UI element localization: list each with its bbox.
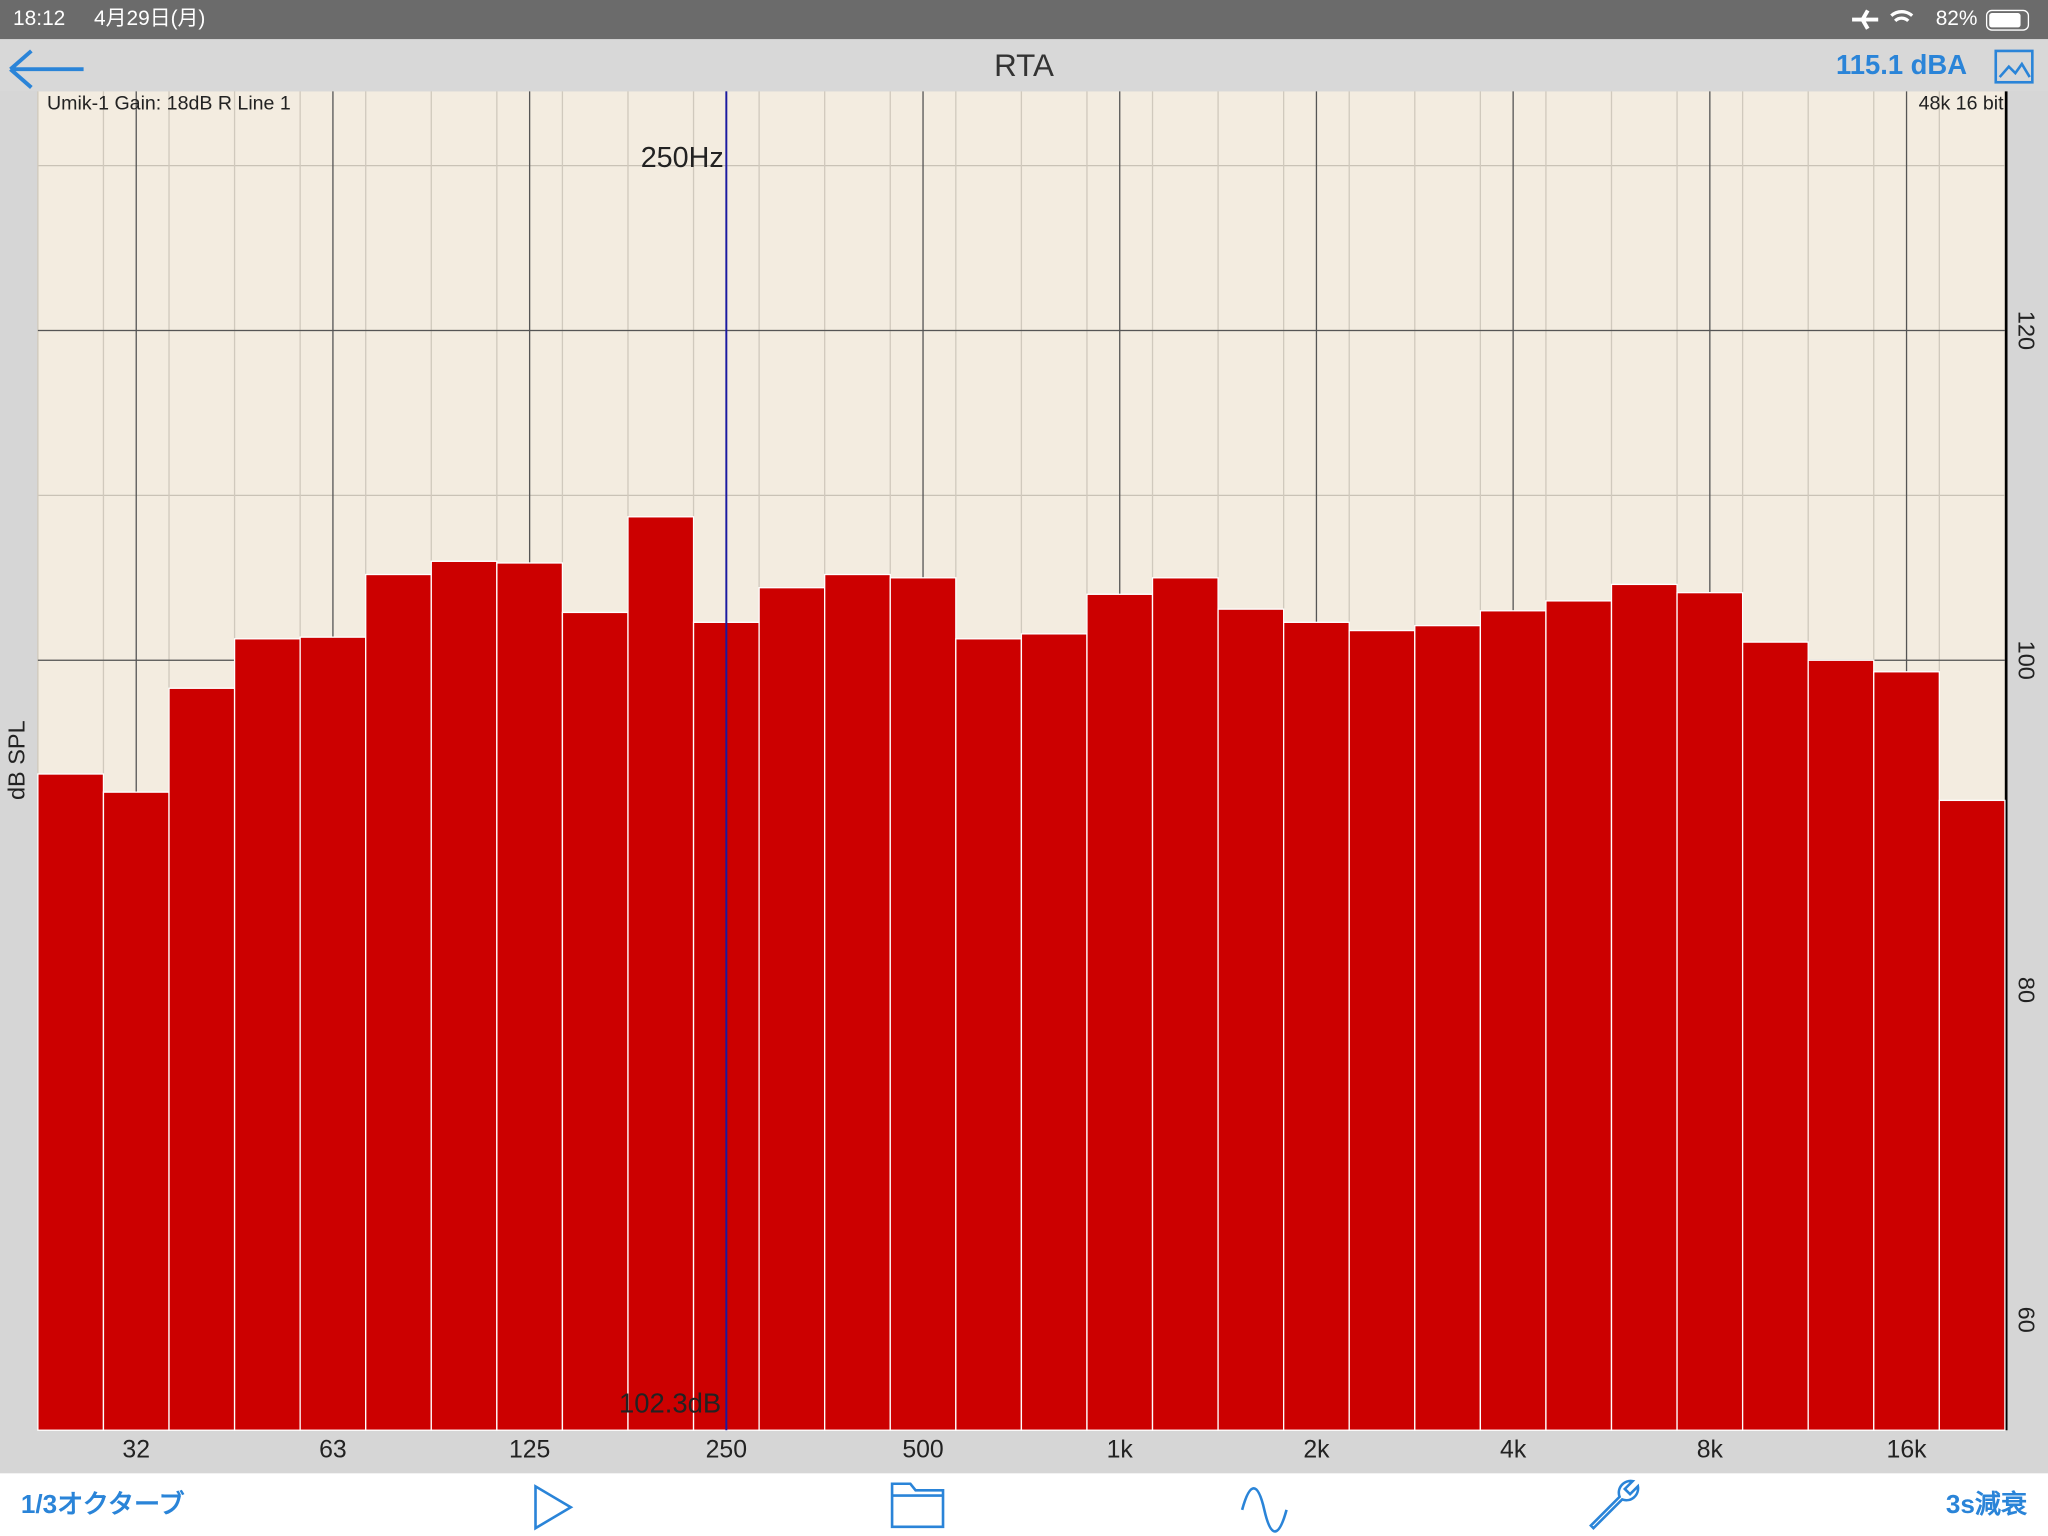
info-right: 48k 16 bit (1919, 93, 2004, 115)
bar (1479, 610, 1547, 1431)
bar (168, 687, 236, 1431)
bar (758, 587, 826, 1431)
decay-button[interactable]: 3s減衰 (1946, 1489, 2028, 1519)
x-tick-label: 1k (1107, 1437, 1134, 1464)
bar (1217, 608, 1285, 1431)
bar (233, 638, 301, 1431)
bar (627, 516, 695, 1431)
bar (1020, 633, 1088, 1431)
nav-title: RTA (994, 48, 1054, 83)
bar (299, 636, 367, 1431)
bar (955, 638, 1023, 1431)
settings-button[interactable] (1589, 1479, 1640, 1531)
toolbar (0, 1473, 2048, 1536)
status-time: 18:12 (13, 7, 65, 30)
status-bar (0, 0, 2048, 40)
y-tick-label: 100 (2013, 641, 2039, 680)
level-readout[interactable]: 115.1 dBA (1836, 49, 1967, 80)
nav-bar (0, 39, 2048, 92)
bar (496, 562, 564, 1431)
wifi-icon (1890, 10, 1914, 23)
battery-level (1989, 13, 2021, 28)
play-button[interactable] (534, 1484, 574, 1531)
bar (824, 573, 891, 1431)
wave-button[interactable] (1240, 1487, 1288, 1533)
bar (102, 791, 170, 1431)
cursor-level: 102.3dB (619, 1388, 721, 1419)
bar (1807, 659, 1875, 1431)
y-tick-label: 60 (2013, 1307, 2039, 1333)
y-tick-label: 120 (2013, 311, 2039, 350)
y-axis-label: dB SPL (3, 720, 29, 800)
bar (365, 573, 432, 1431)
image-button[interactable] (1994, 49, 2034, 84)
bar (1151, 577, 1219, 1431)
bar (1348, 629, 1416, 1431)
battery-icon (1985, 9, 2030, 31)
bar (430, 560, 498, 1431)
bar (1283, 621, 1350, 1431)
x-tick-label: 125 (509, 1437, 550, 1464)
x-tick-label: 63 (319, 1437, 347, 1464)
x-tick-label: 8k (1697, 1437, 1724, 1464)
status-battery: 82% (1936, 7, 1978, 30)
x-tick-label: 2k (1303, 1437, 1330, 1464)
x-tick-label: 250 (706, 1437, 747, 1464)
bar (1873, 671, 1940, 1431)
x-tick-label: 500 (902, 1437, 943, 1464)
x-tick-label: 16k (1887, 1437, 1928, 1464)
octave-button[interactable]: 1/3オクターブ (21, 1489, 185, 1519)
info-left: Umik-1 Gain: 18dB R Line 1 (47, 93, 291, 115)
folder-button[interactable] (890, 1482, 945, 1529)
bar (1086, 593, 1154, 1431)
x-tick-label: 32 (122, 1437, 150, 1464)
status-date: 4月29日(月) (94, 7, 205, 30)
bar (37, 773, 105, 1431)
bar (1610, 583, 1678, 1431)
y-tick-label: 80 (2013, 977, 2039, 1003)
bar (1938, 799, 2006, 1431)
bar (1676, 591, 1744, 1431)
bar (1414, 624, 1482, 1431)
cursor-frequency: 250Hz (641, 142, 724, 174)
back-button[interactable] (9, 49, 84, 89)
bar (561, 611, 629, 1431)
bar (1741, 641, 1809, 1431)
airplane-icon (1852, 9, 1879, 30)
bar (1545, 600, 1613, 1431)
image-icon (1998, 61, 2031, 78)
x-tick-label: 4k (1500, 1437, 1527, 1464)
bar (889, 577, 957, 1431)
